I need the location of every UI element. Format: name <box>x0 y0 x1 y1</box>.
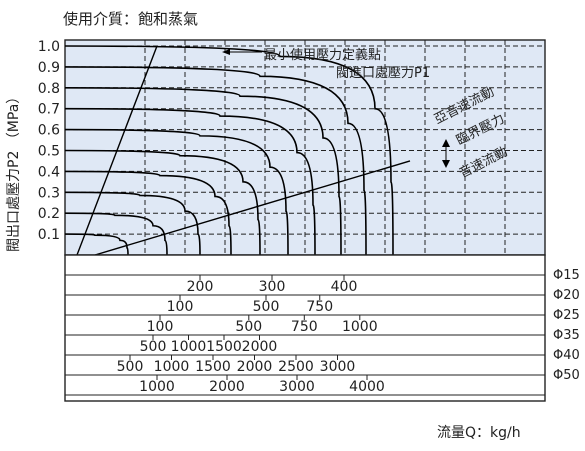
y-tick-label: 1.0 <box>38 39 60 55</box>
x-axis-label: 流量Q：kg/h <box>437 425 521 441</box>
scale-tick-label: 400 <box>331 279 358 295</box>
arrowhead-critical-down <box>442 160 450 168</box>
y-tick-label: 0.4 <box>38 164 60 180</box>
scale-tick-label: 500 <box>253 299 280 315</box>
y-tick-label: 0.6 <box>38 123 60 139</box>
inlet-pressure-curves <box>64 45 394 256</box>
scale-tick-label: 2000 <box>209 379 245 395</box>
chart-title: 使用介質：飽和蒸氣 <box>63 10 198 28</box>
arrowhead-critical-up <box>442 139 450 147</box>
scale-row-label: Φ40 <box>553 348 580 363</box>
y-tick-label: 0.5 <box>38 144 60 160</box>
inlet-pressure-curve <box>64 107 316 256</box>
scale-tick-label: 750 <box>291 319 318 335</box>
scale-tick-label: 2000 <box>237 359 273 375</box>
scale-tick-label: 1500 <box>206 339 242 355</box>
y-axis-label: 閥出口處壓力P2 （MPa） <box>6 90 22 252</box>
inlet-pressure-curve <box>64 45 394 256</box>
arrowhead-min-pressure-point <box>222 49 230 55</box>
scale-tick-label: 3000 <box>279 379 315 395</box>
y-tick-label: 0.1 <box>38 227 60 243</box>
scale-tick-label: 500 <box>117 359 144 375</box>
scale-tick-label: 500 <box>140 339 167 355</box>
y-tick-label: 0.9 <box>38 60 60 76</box>
scale-tick-label: 3000 <box>320 359 356 375</box>
inlet-pressure-curve <box>64 170 232 256</box>
annotation-min-pressure-point: 最小使用壓力定義點 <box>264 47 381 63</box>
scale-tick-label: 1500 <box>195 359 231 375</box>
scale-tick-label: 200 <box>187 279 214 295</box>
inlet-pressure-curve <box>64 66 367 256</box>
scale-tick-label: 100 <box>147 319 174 335</box>
scale-row-label: Φ15 <box>553 268 580 283</box>
y-tick-label: 0.2 <box>38 206 60 222</box>
annotation-inlet-pressure: 閥進口處壓力P1 <box>336 66 430 81</box>
scale-row-label: Φ25 <box>553 308 580 323</box>
scale-row-label: Φ35 <box>553 328 580 343</box>
y-tick-labels: 0.1 0.2 0.3 0.4 0.5 0.6 0.7 0.8 0.9 1.0 <box>38 39 60 243</box>
scale-tick-label: 750 <box>306 299 333 315</box>
scale-tick-label: 100 <box>167 299 194 315</box>
reference-line <box>94 160 411 256</box>
scale-tick-label: 2000 <box>242 339 278 355</box>
scale-tick-label: 2500 <box>278 359 314 375</box>
scale-tick-label: 1000 <box>171 339 207 355</box>
scale-row-label: Φ20 <box>553 288 580 303</box>
y-tick-label: 0.8 <box>38 81 60 97</box>
inlet-pressure-curve <box>64 233 129 256</box>
inlet-pressure-curve <box>64 128 289 256</box>
scale-tick-label: 1000 <box>139 379 175 395</box>
inlet-pressure-curve <box>64 149 261 256</box>
flow-scale-table: Φ15 Φ20 200 300 400 Φ25 100 500 750 Φ35 100 500 750 1… <box>64 254 580 402</box>
scale-tick-label: 300 <box>259 279 286 295</box>
scale-row-label: Φ50 <box>553 368 580 383</box>
scale-tick-label: 1000 <box>154 359 190 375</box>
y-tick-label: 0.3 <box>38 185 60 201</box>
scale-tick-label: 1000 <box>342 319 378 335</box>
scale-tick-label: 500 <box>235 319 262 335</box>
y-tick-label: 0.7 <box>38 102 60 118</box>
inlet-pressure-curve <box>64 212 168 256</box>
inlet-pressure-curve <box>64 191 201 256</box>
inlet-pressure-curve <box>64 87 342 256</box>
scale-tick-label: 4000 <box>349 379 385 395</box>
scale-table-frame <box>64 254 546 402</box>
reference-line <box>76 45 158 256</box>
reference-lines <box>76 45 411 256</box>
